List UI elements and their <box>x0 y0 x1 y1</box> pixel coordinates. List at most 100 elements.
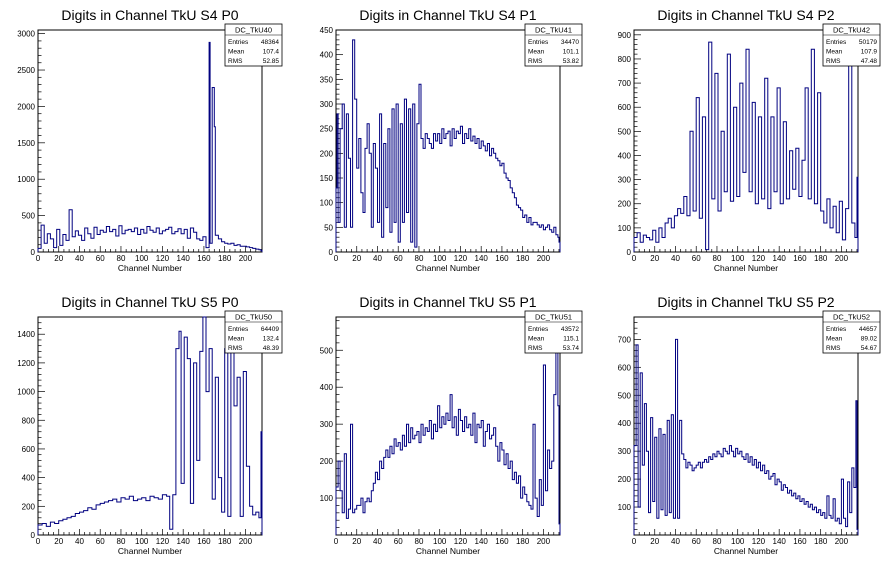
stats-label: RMS <box>228 345 243 352</box>
y-tick-label: 200 <box>618 475 632 484</box>
plot-frame <box>633 316 859 536</box>
stats-label: RMS <box>228 58 243 65</box>
chart-title: Digits in Channel TkU S4 P1 <box>359 7 536 23</box>
x-tick-label: 20 <box>54 537 63 546</box>
plot-frame <box>37 29 263 253</box>
y-tick-label: 0 <box>31 531 36 540</box>
y-tick-label: 500 <box>320 346 334 355</box>
y-tick-label: 350 <box>320 75 334 84</box>
x-tick-label: 0 <box>334 537 339 546</box>
x-tick-label: 140 <box>177 254 191 263</box>
x-tick-label: 80 <box>415 254 424 263</box>
x-tick-label: 200 <box>835 537 849 546</box>
x-tick-label: 200 <box>239 254 253 263</box>
y-tick-label: 2500 <box>17 66 35 75</box>
y-tick-label: 600 <box>22 445 36 454</box>
y-tick-label: 600 <box>618 103 632 112</box>
x-tick-label: 160 <box>793 254 807 263</box>
y-tick-label: 200 <box>22 502 36 511</box>
x-tick-label: 180 <box>516 254 530 263</box>
stats-label: RMS <box>826 58 841 65</box>
y-tick-label: 600 <box>618 363 632 372</box>
y-tick-label: 0 <box>31 248 36 257</box>
x-tick-label: 80 <box>415 537 424 546</box>
y-tick-label: 200 <box>320 457 334 466</box>
stats-label: Entries <box>528 326 549 333</box>
chart-title: Digits in Channel TkU S4 P0 <box>61 7 238 23</box>
x-tick-label: 200 <box>537 537 551 546</box>
x-tick-label: 80 <box>117 537 126 546</box>
stats-name: DC_TkU41 <box>535 26 572 35</box>
y-tick-label: 400 <box>618 151 632 160</box>
x-tick-label: 120 <box>454 254 468 263</box>
x-tick-label: 40 <box>671 254 680 263</box>
stats-value: 48.39 <box>263 345 280 352</box>
y-tick-label: 900 <box>618 31 632 40</box>
plot-frame <box>335 29 561 253</box>
histogram-panel-6: Digits in Channel TkU S5 P2 Channel Numbe… <box>618 294 881 556</box>
x-tick-label: 140 <box>177 537 191 546</box>
x-tick-label: 180 <box>814 254 828 263</box>
x-tick-label: 20 <box>54 254 63 263</box>
x-tick-label: 40 <box>373 254 382 263</box>
y-tick-label: 200 <box>618 200 632 209</box>
stats-value: 53.74 <box>563 345 580 352</box>
histogram-panel-3: Digits in Channel TkU S4 P2 Channel Numbe… <box>618 7 881 273</box>
histogram-panel-1: Digits in Channel TkU S4 P0 Channel Numbe… <box>17 7 283 273</box>
stats-box <box>822 310 881 354</box>
y-tick-label: 250 <box>320 125 334 134</box>
x-tick-label: 60 <box>394 537 403 546</box>
x-tick-label: 180 <box>814 537 828 546</box>
x-tick-label: 200 <box>537 254 551 263</box>
x-tick-label: 100 <box>433 254 447 263</box>
stats-value: 48364 <box>261 39 279 46</box>
y-tick-label: 500 <box>618 391 632 400</box>
y-tick-label: 1000 <box>17 388 35 397</box>
x-tick-label: 20 <box>650 254 659 263</box>
x-tick-label: 180 <box>218 254 232 263</box>
y-tick-label: 100 <box>618 503 632 512</box>
y-tick-label: 0 <box>627 248 632 257</box>
stats-value: 89.02 <box>861 336 878 343</box>
x-tick-label: 40 <box>75 254 84 263</box>
stats-value: 115.1 <box>563 336 579 343</box>
y-tick-label: 100 <box>320 494 334 503</box>
stats-name: DC_TkU51 <box>535 313 572 322</box>
stats-value: 43572 <box>561 326 579 333</box>
x-tick-label: 0 <box>632 537 637 546</box>
stats-value: 47.48 <box>861 58 878 65</box>
stats-value: 107.4 <box>263 49 280 56</box>
y-tick-label: 450 <box>320 26 334 35</box>
x-tick-label: 140 <box>773 537 787 546</box>
stats-value: 107.9 <box>861 49 878 56</box>
y-tick-label: 1000 <box>17 175 35 184</box>
chart-title: Digits in Channel TkU S5 P1 <box>359 294 536 310</box>
x-tick-label: 200 <box>835 254 849 263</box>
stats-value: 34470 <box>561 39 579 46</box>
stats-label: RMS <box>528 345 543 352</box>
x-tick-label: 180 <box>218 537 232 546</box>
stats-value: 44657 <box>859 326 877 333</box>
chart-title: Digits in Channel TkU S4 P2 <box>657 7 834 23</box>
stats-box <box>224 310 283 354</box>
y-tick-label: 300 <box>618 176 632 185</box>
x-tick-label: 120 <box>752 537 766 546</box>
stats-label: Mean <box>826 49 843 56</box>
x-tick-label: 100 <box>731 537 745 546</box>
x-tick-label: 160 <box>197 537 211 546</box>
x-tick-label: 200 <box>239 537 253 546</box>
stats-label: Entries <box>228 39 249 46</box>
y-tick-label: 150 <box>320 174 334 183</box>
histogram-panel-5: Digits in Channel TkU S5 P1 Channel Numbe… <box>320 294 583 556</box>
stats-value: 50179 <box>859 39 877 46</box>
x-tick-label: 60 <box>96 537 105 546</box>
y-tick-label: 700 <box>618 79 632 88</box>
stats-value: 52.85 <box>263 58 280 65</box>
y-tick-label: 800 <box>618 55 632 64</box>
x-tick-label: 100 <box>731 254 745 263</box>
y-tick-label: 1200 <box>17 359 35 368</box>
stats-box <box>224 23 283 67</box>
stats-value: 132.4 <box>263 336 280 343</box>
stats-label: Mean <box>228 49 245 56</box>
stats-label: RMS <box>528 58 543 65</box>
